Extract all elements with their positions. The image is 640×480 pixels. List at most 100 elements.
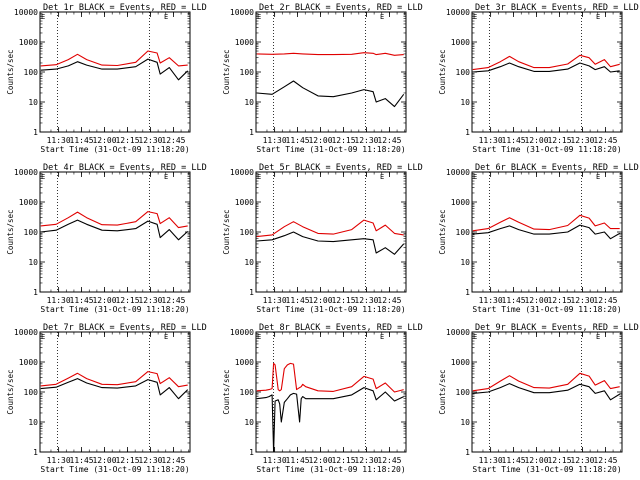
y-tick-label: 100 bbox=[240, 68, 255, 77]
x-axis-label: Start Time (31-Oct-09 11:18:20) bbox=[40, 305, 189, 314]
plot-frame bbox=[39, 331, 191, 453]
y-tick-label: 10 bbox=[244, 418, 254, 427]
corner-marker-left: E bbox=[257, 13, 261, 21]
x-axis-label: Start Time (31-Oct-09 11:18:20) bbox=[256, 305, 405, 314]
x-axis-label: Start Time (31-Oct-09 11:18:20) bbox=[256, 465, 405, 474]
y-tick-label: 1 bbox=[249, 288, 254, 297]
y-tick-label: 100 bbox=[456, 388, 471, 397]
y-tick-label: 1 bbox=[33, 128, 38, 137]
x-tick-label: 12:15 bbox=[547, 456, 571, 465]
x-tick-label: 12:15 bbox=[115, 136, 139, 145]
y-tick-label: 1000 bbox=[19, 198, 38, 207]
x-tick-label: 12:00 bbox=[308, 136, 332, 145]
y-tick-label: 100 bbox=[456, 228, 471, 237]
y-axis-label: Counts/sec bbox=[222, 49, 231, 94]
x-axis-label: Start Time (31-Oct-09 11:18:20) bbox=[472, 305, 621, 314]
y-tick-label: 1000 bbox=[19, 358, 38, 367]
x-tick-label: 11:45 bbox=[502, 136, 526, 145]
x-tick-label: 12:30 bbox=[570, 456, 594, 465]
y-tick-label: 100 bbox=[24, 388, 39, 397]
chart-title: Det 2r BLACK = Events, RED = LLD bbox=[259, 3, 423, 13]
y-tick-label: 100 bbox=[240, 228, 255, 237]
x-tick-label: 11:30 bbox=[47, 296, 71, 305]
corner-marker-left: E bbox=[257, 333, 261, 341]
y-tick-label: 1000 bbox=[451, 38, 470, 47]
plot-frame bbox=[39, 11, 191, 133]
plot-frame bbox=[255, 11, 407, 133]
series-line-events bbox=[472, 224, 620, 240]
x-tick-label: 12:45 bbox=[161, 136, 185, 145]
corner-marker-right: E bbox=[380, 173, 384, 181]
series-line-events bbox=[40, 58, 189, 81]
y-tick-label: 10000 bbox=[230, 8, 254, 17]
y-tick-label: 10 bbox=[244, 98, 254, 107]
x-tick-label: 11:45 bbox=[70, 456, 94, 465]
y-axis-label: Counts/sec bbox=[6, 209, 15, 254]
y-tick-label: 1 bbox=[465, 448, 470, 457]
y-tick-label: 10 bbox=[28, 98, 38, 107]
x-tick-label: 11:45 bbox=[70, 136, 94, 145]
y-tick-label: 1000 bbox=[235, 38, 254, 47]
corner-marker-right: E bbox=[164, 13, 168, 21]
x-tick-label: 12:00 bbox=[524, 136, 548, 145]
corner-marker-left: E bbox=[473, 173, 477, 181]
x-tick-label: 12:15 bbox=[331, 296, 355, 305]
y-tick-label: 1000 bbox=[451, 198, 470, 207]
series-line-lld bbox=[256, 219, 404, 238]
corner-marker-left: E bbox=[41, 173, 45, 181]
chart-title: Det 6r BLACK = Events, RED = LLD bbox=[475, 163, 639, 173]
series-line-events bbox=[472, 383, 620, 401]
x-tick-label: 12:30 bbox=[138, 456, 162, 465]
x-axis-label: Start Time (31-Oct-09 11:18:20) bbox=[40, 145, 189, 154]
corner-marker-right: E bbox=[380, 333, 384, 341]
x-axis-label: Start Time (31-Oct-09 11:18:20) bbox=[40, 465, 189, 474]
x-tick-label: 12:45 bbox=[377, 296, 401, 305]
x-tick-label: 12:00 bbox=[92, 296, 116, 305]
plot-frame bbox=[255, 331, 407, 453]
x-tick-label: 11:45 bbox=[502, 456, 526, 465]
y-tick-label: 1 bbox=[249, 448, 254, 457]
x-tick-label: 12:00 bbox=[524, 296, 548, 305]
y-tick-label: 10 bbox=[460, 98, 470, 107]
x-axis-label: Start Time (31-Oct-09 11:18:20) bbox=[472, 145, 621, 154]
corner-marker-right: E bbox=[164, 173, 168, 181]
series-line-events bbox=[40, 219, 189, 241]
x-tick-label: 12:45 bbox=[377, 456, 401, 465]
plot-frame bbox=[255, 171, 407, 293]
series-line-lld bbox=[256, 362, 404, 393]
chart-title: Det 8r BLACK = Events, RED = LLD bbox=[259, 323, 423, 333]
chart-title: Det 3r BLACK = Events, RED = LLD bbox=[475, 3, 639, 13]
y-tick-label: 100 bbox=[456, 68, 471, 77]
series-line-lld bbox=[40, 211, 188, 229]
x-axis-label: Start Time (31-Oct-09 11:18:20) bbox=[472, 465, 621, 474]
y-axis-label: Counts/sec bbox=[438, 209, 447, 254]
x-tick-label: 12:30 bbox=[570, 296, 594, 305]
x-tick-label: 12:15 bbox=[115, 296, 139, 305]
x-axis-label: Start Time (31-Oct-09 11:18:20) bbox=[256, 145, 405, 154]
x-tick-label: 12:00 bbox=[524, 456, 548, 465]
x-tick-label: 11:30 bbox=[479, 456, 503, 465]
y-tick-label: 1000 bbox=[19, 38, 38, 47]
y-axis-label: Counts/sec bbox=[222, 209, 231, 254]
y-tick-label: 10 bbox=[460, 258, 470, 267]
x-tick-label: 11:45 bbox=[286, 296, 310, 305]
y-tick-label: 10000 bbox=[14, 328, 38, 337]
y-tick-label: 10000 bbox=[230, 168, 254, 177]
y-axis-label: Counts/sec bbox=[6, 369, 15, 414]
y-tick-label: 10 bbox=[28, 418, 38, 427]
corner-marker-right: E bbox=[596, 333, 600, 341]
corner-marker-right: E bbox=[596, 173, 600, 181]
x-tick-label: 12:00 bbox=[92, 456, 116, 465]
x-tick-label: 12:00 bbox=[92, 136, 116, 145]
y-tick-label: 1 bbox=[33, 448, 38, 457]
y-tick-label: 10000 bbox=[446, 168, 470, 177]
x-tick-label: 11:30 bbox=[479, 136, 503, 145]
corner-marker-right: E bbox=[164, 333, 168, 341]
x-tick-label: 12:45 bbox=[593, 456, 617, 465]
y-axis-label: Counts/sec bbox=[222, 369, 231, 414]
